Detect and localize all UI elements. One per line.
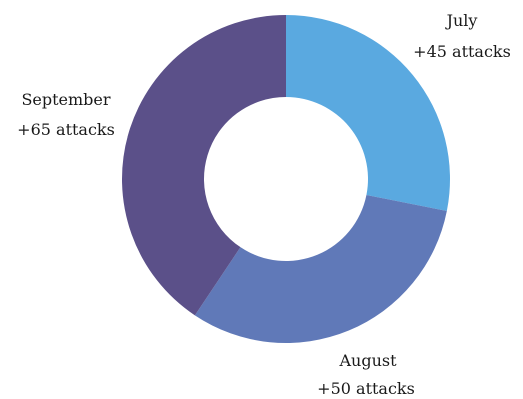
slice-august [194,194,447,343]
slice-label-august-name: August [338,351,397,370]
slice-september [121,15,286,316]
donut-slices [121,15,450,343]
slice-label-september-value: +65 attacks [17,120,115,139]
slice-label-july-value: +45 attacks [413,42,511,61]
slice-label-september-name: September [21,90,110,109]
slice-july [286,15,450,211]
slice-label-august-value: +50 attacks [317,379,415,398]
slice-label-july-name: July [445,11,478,30]
